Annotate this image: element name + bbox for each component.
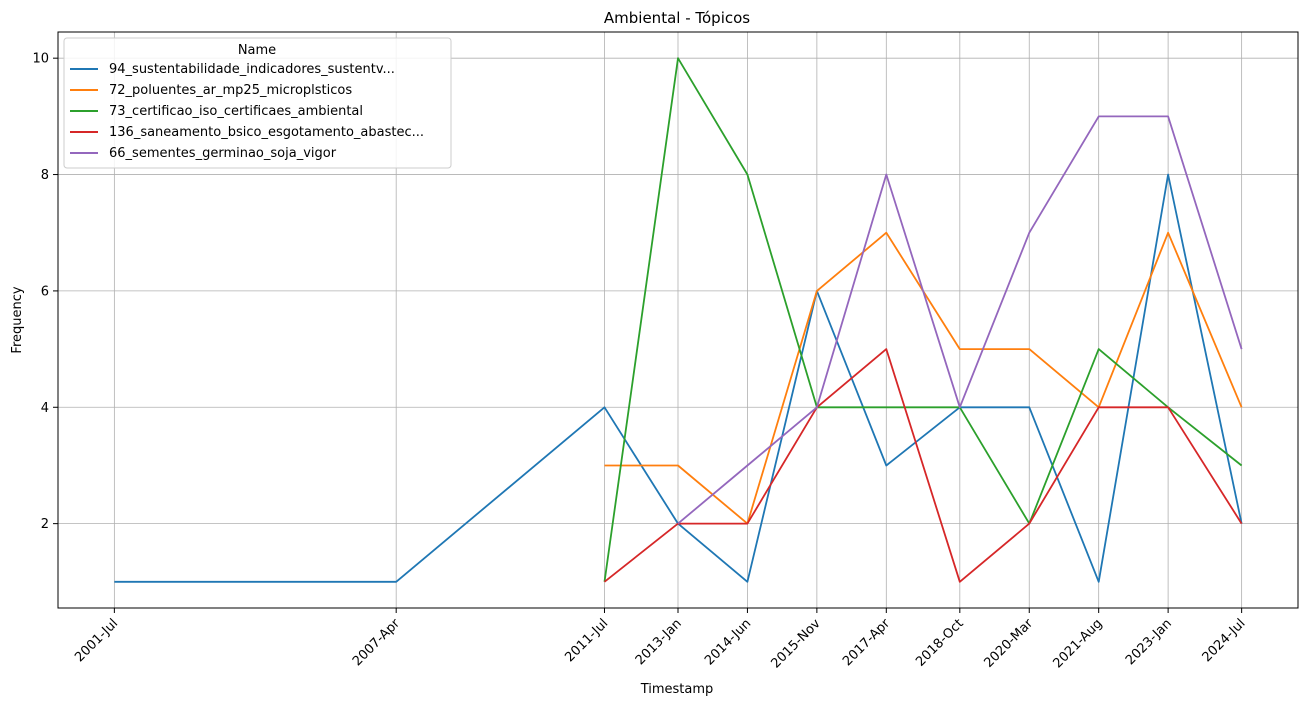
x-tick-label: 2020-Mar xyxy=(981,616,1036,671)
x-tick-label: 2021-Aug xyxy=(1050,616,1105,671)
x-tick-label: 2018-Oct xyxy=(913,616,966,669)
x-tick-label: 2014-Jun xyxy=(702,616,754,668)
x-axis-ticks: 2001-Jul 2007-Apr 2011-Jul 2013-Jan 2014-Jun… xyxy=(72,608,1248,671)
x-tick-label: 2007-Apr xyxy=(350,616,403,669)
legend: Name 94_sustentabilidade_indicadores_sus… xyxy=(63,37,452,169)
series-line-2 xyxy=(604,231,1243,525)
y-axis-title: Frequency xyxy=(10,286,25,353)
legend-items: 94_sustentabilidade_indicadores_sustentv… xyxy=(70,62,424,161)
x-axis-title: Timestamp xyxy=(640,682,714,697)
series-lines xyxy=(114,57,1243,583)
legend-label: 73_certificao_iso_certificaes_ambiental xyxy=(109,104,363,119)
y-tick-label: 4 xyxy=(41,401,49,416)
x-tick-label: 2023-Jan xyxy=(1123,616,1175,668)
x-tick-label: 2013-Jan xyxy=(633,616,685,668)
y-tick-label: 2 xyxy=(41,517,49,532)
y-axis-ticks: 2 4 6 8 10 xyxy=(32,52,58,532)
legend-title: Name xyxy=(238,43,276,58)
x-tick-label: 2001-Jul xyxy=(72,616,121,665)
legend-box xyxy=(63,37,452,169)
legend-label: 72_poluentes_ar_mp25_microplsticos xyxy=(109,83,352,98)
y-tick-label: 10 xyxy=(32,52,49,67)
legend-label: 66_sementes_germinao_soja_vigor xyxy=(109,146,337,161)
legend-label: 136_saneamento_bsico_esgotamento_abastec… xyxy=(109,125,424,140)
x-tick-label: 2017-Apr xyxy=(840,616,893,669)
chart-title: Ambiental - Tópicos xyxy=(604,9,750,27)
series-line-5 xyxy=(677,115,1243,525)
series-line-3 xyxy=(603,57,1243,582)
x-tick-label: 2011-Jul xyxy=(562,616,611,665)
y-tick-label: 8 xyxy=(41,168,49,183)
legend-label: 94_sustentabilidade_indicadores_sustentv… xyxy=(109,62,395,77)
x-tick-label: 2015-Nov xyxy=(768,616,823,671)
series-line-4 xyxy=(603,348,1243,583)
x-tick-label: 2024-Jul xyxy=(1200,616,1249,665)
y-tick-label: 6 xyxy=(41,284,49,299)
